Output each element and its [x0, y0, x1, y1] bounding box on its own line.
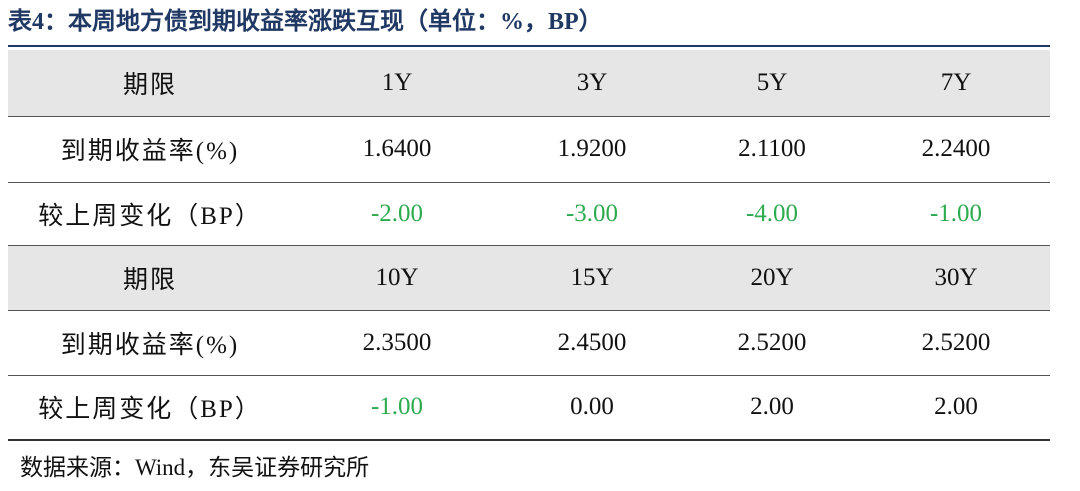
row-label: 期限	[8, 245, 292, 311]
column-header: 20Y	[682, 245, 862, 311]
table-row: 较上周变化（BP） -1.00 0.00 2.00 2.00	[8, 375, 1050, 441]
row-label: 期限	[8, 50, 292, 117]
table-cell: 2.00	[682, 375, 862, 441]
title-rule	[8, 45, 1050, 47]
table-cell: 1.9200	[502, 116, 682, 183]
column-header: 3Y	[502, 50, 682, 117]
table-cell: 2.5200	[682, 310, 862, 376]
table-cell: -4.00	[682, 182, 862, 246]
column-header: 15Y	[502, 245, 682, 311]
column-header: 5Y	[682, 50, 862, 117]
table-row: 到期收益率(%) 2.3500 2.4500 2.5200 2.5200	[8, 310, 1050, 376]
table-body: 期限 1Y 3Y 5Y 7Y 到期收益率(%) 1.6400 1.9200 2.1100 2.24…	[8, 50, 1050, 441]
row-label: 到期收益率(%)	[8, 310, 292, 376]
column-header: 1Y	[292, 50, 502, 117]
table-cell: 2.1100	[682, 116, 862, 183]
table-title: 表4：本周地方债到期收益率涨跌互现（单位：%，BP）	[8, 9, 603, 35]
table-cell: 0.00	[502, 375, 682, 441]
table-cell: 1.6400	[292, 116, 502, 183]
yield-table: 期限 1Y 3Y 5Y 7Y 到期收益率(%) 1.6400 1.9200 2.1100 2.24…	[8, 50, 1050, 441]
table-cell: -2.00	[292, 182, 502, 246]
row-label: 较上周变化（BP）	[8, 375, 292, 441]
table-cell: -1.00	[862, 182, 1050, 246]
table-cell: -1.00	[292, 375, 502, 441]
table-row: 期限 1Y 3Y 5Y 7Y	[8, 50, 1050, 117]
table-cell: 2.3500	[292, 310, 502, 376]
row-label: 到期收益率(%)	[8, 116, 292, 183]
table-cell: -3.00	[502, 182, 682, 246]
table-cell: 2.2400	[862, 116, 1050, 183]
row-label: 较上周变化（BP）	[8, 182, 292, 246]
source-note: 数据来源：Wind，东吴证券研究所	[20, 455, 370, 480]
table-cell: 2.00	[862, 375, 1050, 441]
column-header: 7Y	[862, 50, 1050, 117]
table-row: 较上周变化（BP） -2.00 -3.00 -4.00 -1.00	[8, 182, 1050, 246]
table-cell: 2.4500	[502, 310, 682, 376]
column-header: 10Y	[292, 245, 502, 311]
table-row: 期限 10Y 15Y 20Y 30Y	[8, 245, 1050, 311]
column-header: 30Y	[862, 245, 1050, 311]
table-cell: 2.5200	[862, 310, 1050, 376]
table-row: 到期收益率(%) 1.6400 1.9200 2.1100 2.2400	[8, 116, 1050, 183]
